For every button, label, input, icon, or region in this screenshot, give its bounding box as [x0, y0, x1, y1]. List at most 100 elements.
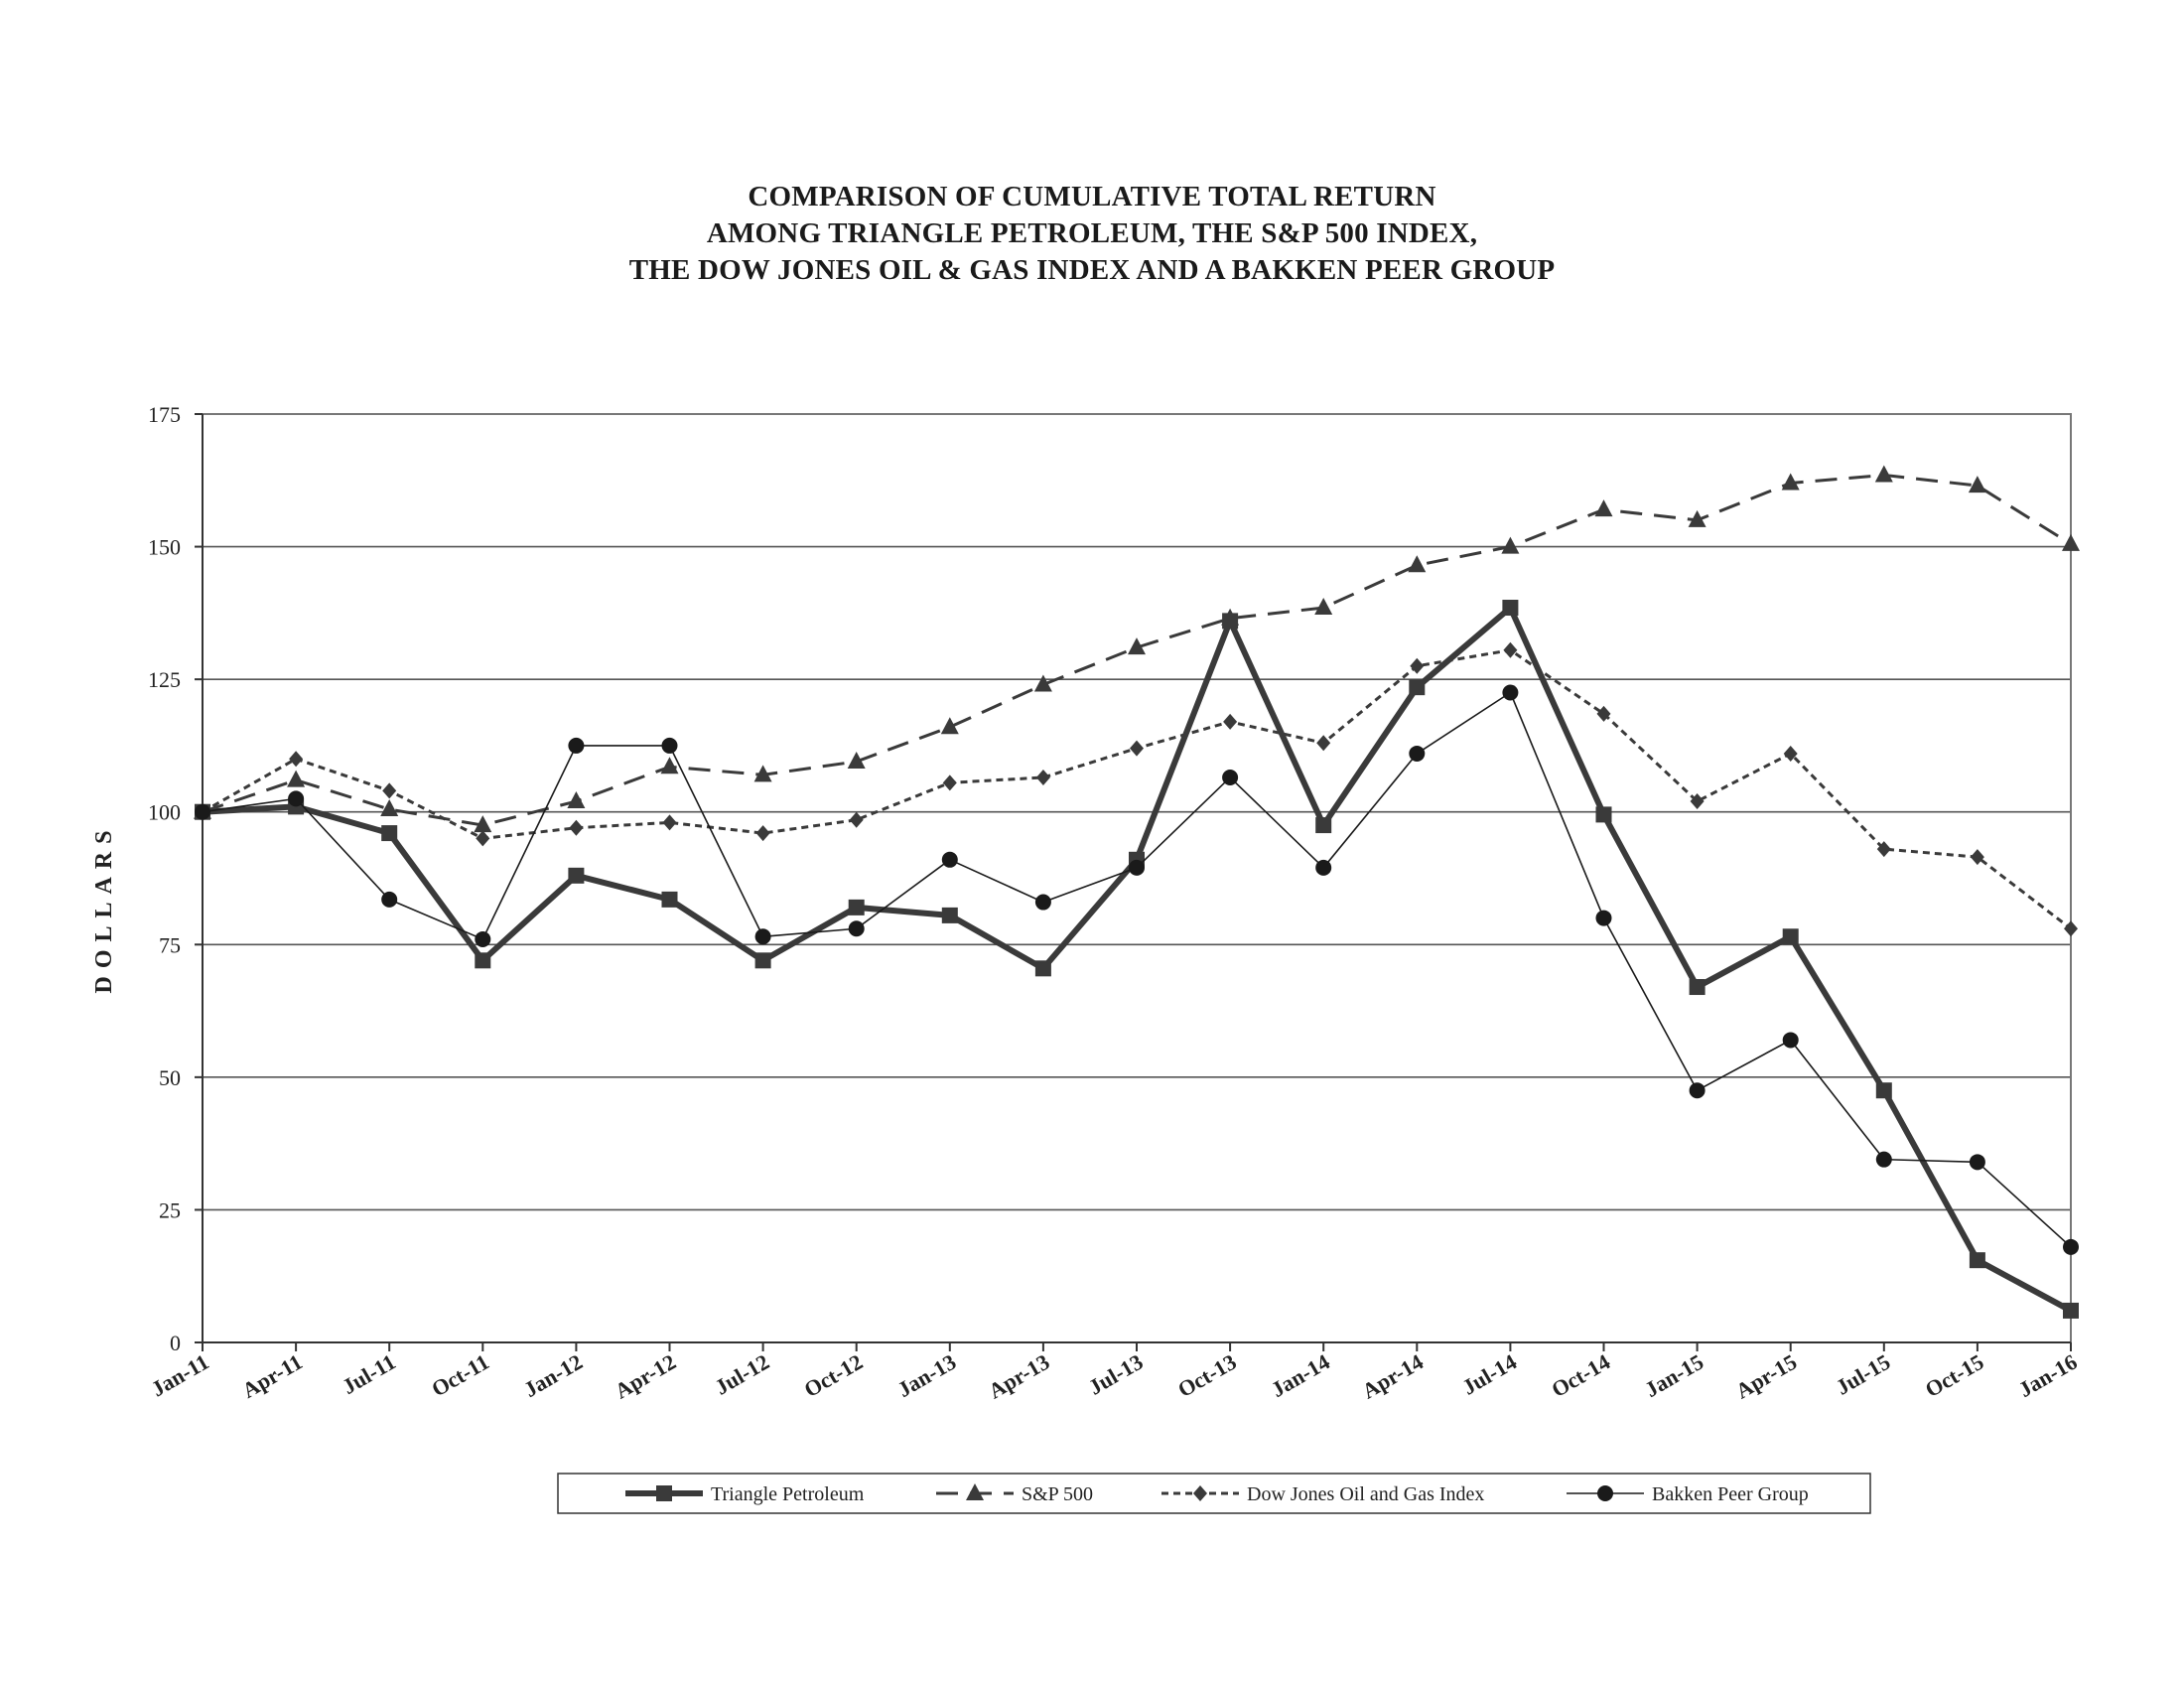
data-point	[1033, 674, 1052, 692]
data-point	[1875, 1151, 1892, 1168]
data-point	[1876, 841, 1891, 858]
series-line	[202, 648, 2072, 930]
data-point	[1316, 735, 1331, 752]
data-point	[754, 928, 771, 945]
y-tick-label: 25	[159, 1197, 181, 1222]
data-point	[474, 815, 492, 833]
legend-swatch-marker	[966, 1483, 984, 1500]
data-point	[382, 782, 397, 799]
data-point	[1502, 600, 1519, 617]
x-tick-label: Oct-11	[427, 1349, 492, 1402]
x-tick-label: Oct-13	[1173, 1349, 1241, 1402]
data-point	[568, 867, 585, 884]
data-point	[195, 803, 210, 820]
legend-item: S&P 500	[936, 1483, 1093, 1505]
data-point	[1130, 740, 1144, 757]
data-point	[569, 819, 584, 836]
data-point	[1970, 849, 1984, 866]
data-point	[1595, 806, 1612, 823]
data-point	[942, 774, 957, 791]
data-point	[1782, 1032, 1799, 1049]
plot-area-border	[202, 413, 2072, 1343]
title-line-1: COMPARISON OF CUMULATIVE TOTAL RETURN	[748, 181, 1436, 212]
series-line	[202, 691, 2072, 1248]
data-point	[380, 799, 399, 817]
data-point	[1969, 1154, 1985, 1171]
legend-label: S&P 500	[1022, 1483, 1093, 1505]
data-point	[2063, 1302, 2079, 1319]
x-tick-label: Jul-11	[338, 1349, 399, 1399]
series-line	[202, 473, 2072, 827]
data-point	[1223, 713, 1238, 730]
series-dow-jones-oil-and-gas-index	[196, 641, 2078, 937]
y-tick-label: 50	[159, 1065, 181, 1090]
data-point	[1689, 979, 1706, 996]
data-point	[1315, 859, 1332, 876]
x-tick-label: Jan-12	[519, 1349, 587, 1402]
data-point	[475, 952, 491, 969]
data-point	[848, 899, 865, 915]
x-tick-label: Jan-15	[1641, 1349, 1708, 1402]
x-tick-label: Apr-15	[1731, 1349, 1801, 1404]
data-point	[754, 952, 771, 969]
data-point	[1502, 684, 1519, 701]
series-triangle-petroleum	[195, 600, 2079, 1319]
data-point	[289, 751, 304, 768]
legend-label: Bakken Peer Group	[1652, 1483, 1809, 1505]
data-point	[1875, 1082, 1892, 1099]
data-point	[849, 811, 864, 828]
data-point	[1409, 745, 1426, 762]
data-point	[940, 717, 959, 735]
data-point	[2064, 920, 2078, 937]
x-tick-label: Jul-15	[1832, 1349, 1894, 1400]
data-point	[1596, 705, 1611, 722]
y-tick-label: 175	[148, 402, 181, 427]
legend-item: Bakken Peer Group	[1567, 1483, 1809, 1505]
data-point	[1035, 769, 1050, 785]
y-tick-label: 150	[148, 535, 181, 560]
data-point	[1688, 509, 1706, 527]
data-point	[1314, 598, 1333, 616]
data-point	[1689, 1082, 1706, 1099]
data-point	[1408, 555, 1427, 573]
data-point	[1503, 641, 1518, 658]
data-point	[1874, 465, 1893, 483]
x-tick-label: Oct-14	[1547, 1349, 1614, 1402]
data-point	[1782, 928, 1799, 945]
data-point	[1034, 894, 1051, 911]
data-point	[1690, 793, 1705, 810]
data-point	[1034, 960, 1051, 977]
x-tick-label: Oct-12	[800, 1349, 868, 1402]
data-point	[1410, 657, 1425, 674]
data-point	[848, 920, 865, 937]
data-point	[2062, 533, 2080, 551]
x-tick-label: Jan-16	[2014, 1349, 2082, 1402]
legend-label: Triangle Petroleum	[711, 1483, 865, 1505]
data-point	[475, 930, 491, 947]
x-tick-label: Jul-13	[1084, 1349, 1147, 1400]
x-tick-label: Apr-11	[238, 1349, 307, 1403]
data-point	[568, 737, 585, 754]
data-point	[941, 907, 958, 923]
data-point	[1315, 817, 1332, 834]
data-point	[847, 751, 866, 769]
data-point	[1594, 499, 1613, 517]
data-point	[941, 851, 958, 868]
data-point	[660, 757, 679, 774]
data-point	[753, 765, 772, 782]
x-tick-label: Jan-11	[147, 1349, 213, 1402]
title-line-3: THE DOW JONES OIL & GAS INDEX AND A BAKK…	[628, 254, 1556, 286]
x-tick-label: Apr-13	[984, 1349, 1053, 1404]
data-point	[288, 790, 305, 807]
x-tick-label: Jan-14	[1267, 1349, 1334, 1402]
data-point	[381, 891, 398, 908]
x-tick-label: Apr-14	[1358, 1349, 1428, 1404]
x-tick-label: Jul-12	[711, 1349, 773, 1400]
data-point	[287, 770, 306, 787]
y-tick-label: 100	[148, 800, 181, 825]
y-tick-label: 125	[148, 667, 181, 692]
data-point	[1221, 608, 1240, 626]
data-point	[1781, 473, 1800, 491]
data-point	[662, 814, 677, 831]
